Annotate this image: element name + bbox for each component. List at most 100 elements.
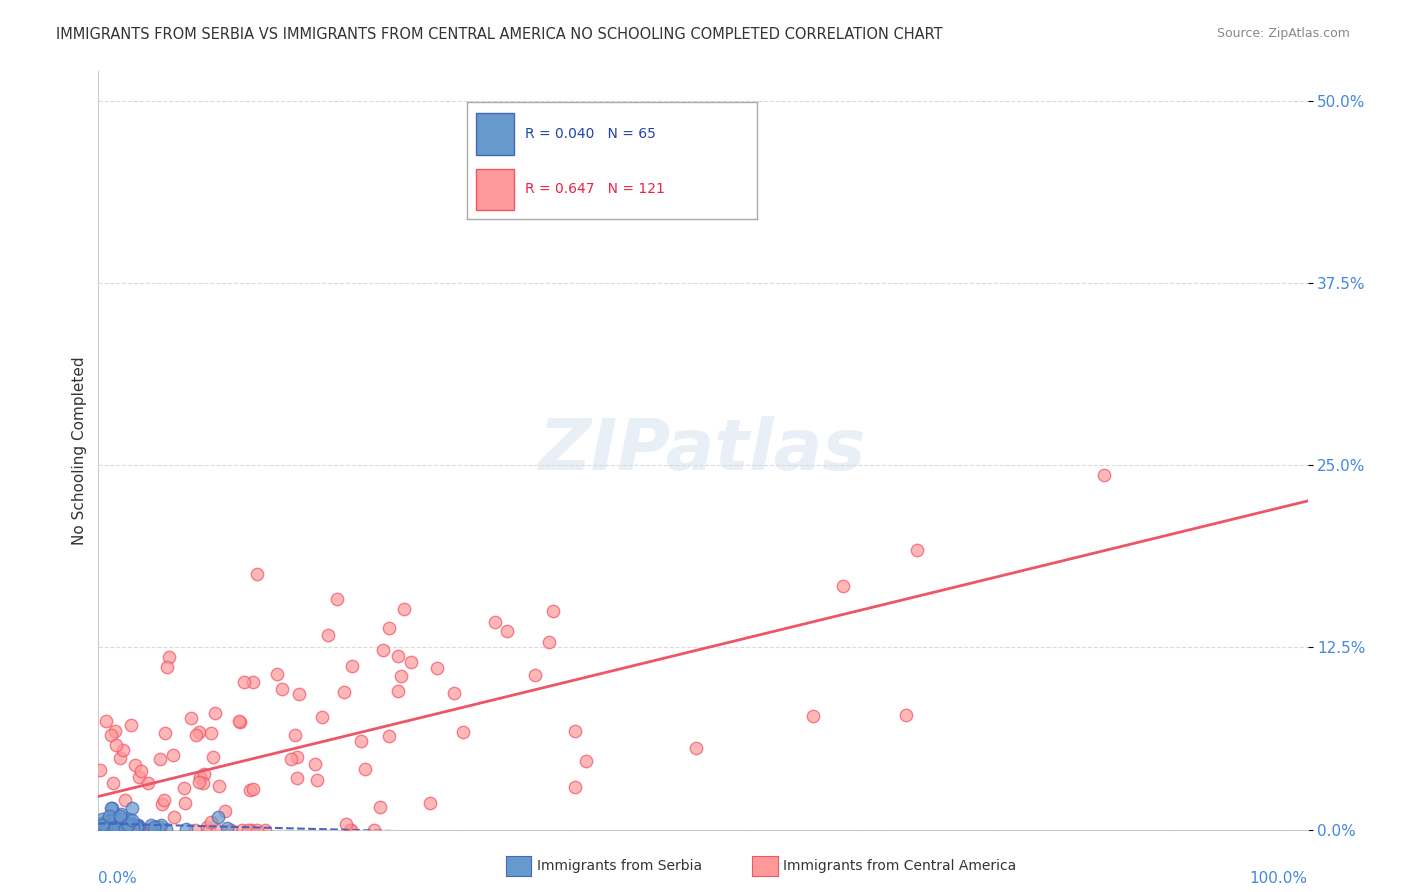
Point — [180, 711, 202, 725]
Point — [104, 821, 127, 835]
Point — [143, 820, 166, 834]
Text: Immigrants from Serbia: Immigrants from Serbia — [537, 859, 702, 873]
Point — [195, 820, 218, 834]
Point — [111, 822, 134, 837]
Point — [207, 810, 229, 824]
Point — [801, 709, 824, 723]
Point — [129, 822, 152, 837]
Point — [115, 820, 138, 834]
Point — [207, 822, 229, 837]
Point — [240, 822, 263, 837]
Point — [191, 776, 214, 790]
Point — [114, 821, 136, 835]
Point — [150, 797, 173, 812]
Point — [98, 818, 121, 832]
Point — [96, 820, 118, 834]
Point — [229, 714, 252, 729]
Point — [120, 822, 142, 837]
Text: IMMIGRANTS FROM SERBIA VS IMMIGRANTS FROM CENTRAL AMERICA NO SCHOOLING COMPLETED: IMMIGRANTS FROM SERBIA VS IMMIGRANTS FRO… — [56, 27, 943, 42]
Point — [451, 724, 474, 739]
Point — [117, 818, 139, 832]
Point — [219, 822, 242, 837]
Point — [246, 566, 269, 581]
Point — [174, 822, 197, 836]
Point — [104, 822, 127, 836]
Point — [96, 821, 118, 835]
Text: 100.0%: 100.0% — [1250, 871, 1308, 887]
Point — [107, 822, 129, 837]
Point — [128, 820, 150, 834]
Point — [270, 681, 292, 696]
Point — [105, 816, 128, 830]
Point — [148, 820, 170, 834]
Point — [186, 728, 208, 742]
Point — [311, 709, 333, 723]
Point — [96, 821, 118, 835]
Point — [231, 822, 253, 837]
Point — [200, 725, 222, 739]
Point — [105, 822, 128, 837]
Point — [124, 758, 146, 772]
Point — [107, 820, 129, 834]
Point — [426, 661, 449, 675]
Point — [340, 822, 363, 837]
Point — [112, 743, 135, 757]
Point — [98, 818, 121, 832]
Point — [114, 793, 136, 807]
Point — [115, 821, 138, 835]
Point — [173, 797, 195, 811]
Point — [304, 756, 326, 771]
Point — [188, 725, 211, 739]
Point — [188, 770, 211, 784]
Point — [564, 780, 586, 794]
Point — [145, 820, 167, 834]
Point — [105, 822, 128, 837]
Point — [129, 764, 152, 778]
Point — [104, 816, 127, 830]
Point — [107, 815, 129, 830]
Point — [136, 776, 159, 790]
Point — [111, 822, 134, 837]
Point — [399, 655, 422, 669]
Point — [93, 822, 115, 837]
Point — [350, 733, 373, 747]
Point — [122, 817, 145, 831]
Point — [187, 774, 209, 789]
Point — [242, 781, 264, 796]
Point — [120, 718, 142, 732]
Point — [111, 822, 134, 836]
Text: Immigrants from Central America: Immigrants from Central America — [783, 859, 1017, 873]
Point — [242, 674, 264, 689]
Point — [208, 779, 231, 793]
Point — [124, 822, 146, 836]
Point — [1092, 467, 1115, 482]
Point — [118, 812, 141, 826]
Point — [285, 750, 308, 764]
Point — [152, 793, 174, 807]
Point — [149, 751, 172, 765]
Point — [108, 821, 131, 835]
Point — [204, 706, 226, 720]
Point — [215, 822, 238, 836]
Text: ZIPatlas: ZIPatlas — [540, 416, 866, 485]
Point — [894, 708, 917, 723]
Point — [100, 728, 122, 742]
Point — [115, 818, 138, 832]
Point — [98, 815, 121, 830]
Point — [394, 602, 416, 616]
Point — [110, 807, 132, 822]
Point — [905, 543, 928, 558]
Point — [153, 726, 176, 740]
Point — [100, 800, 122, 814]
Point — [89, 822, 111, 836]
Point — [239, 783, 262, 797]
Point — [266, 667, 288, 681]
Point — [93, 822, 115, 837]
Point — [141, 817, 163, 831]
Point — [111, 822, 134, 836]
Point — [136, 822, 159, 837]
Point — [339, 822, 361, 837]
Point — [104, 822, 127, 836]
Point — [538, 634, 561, 648]
Point — [96, 814, 118, 828]
